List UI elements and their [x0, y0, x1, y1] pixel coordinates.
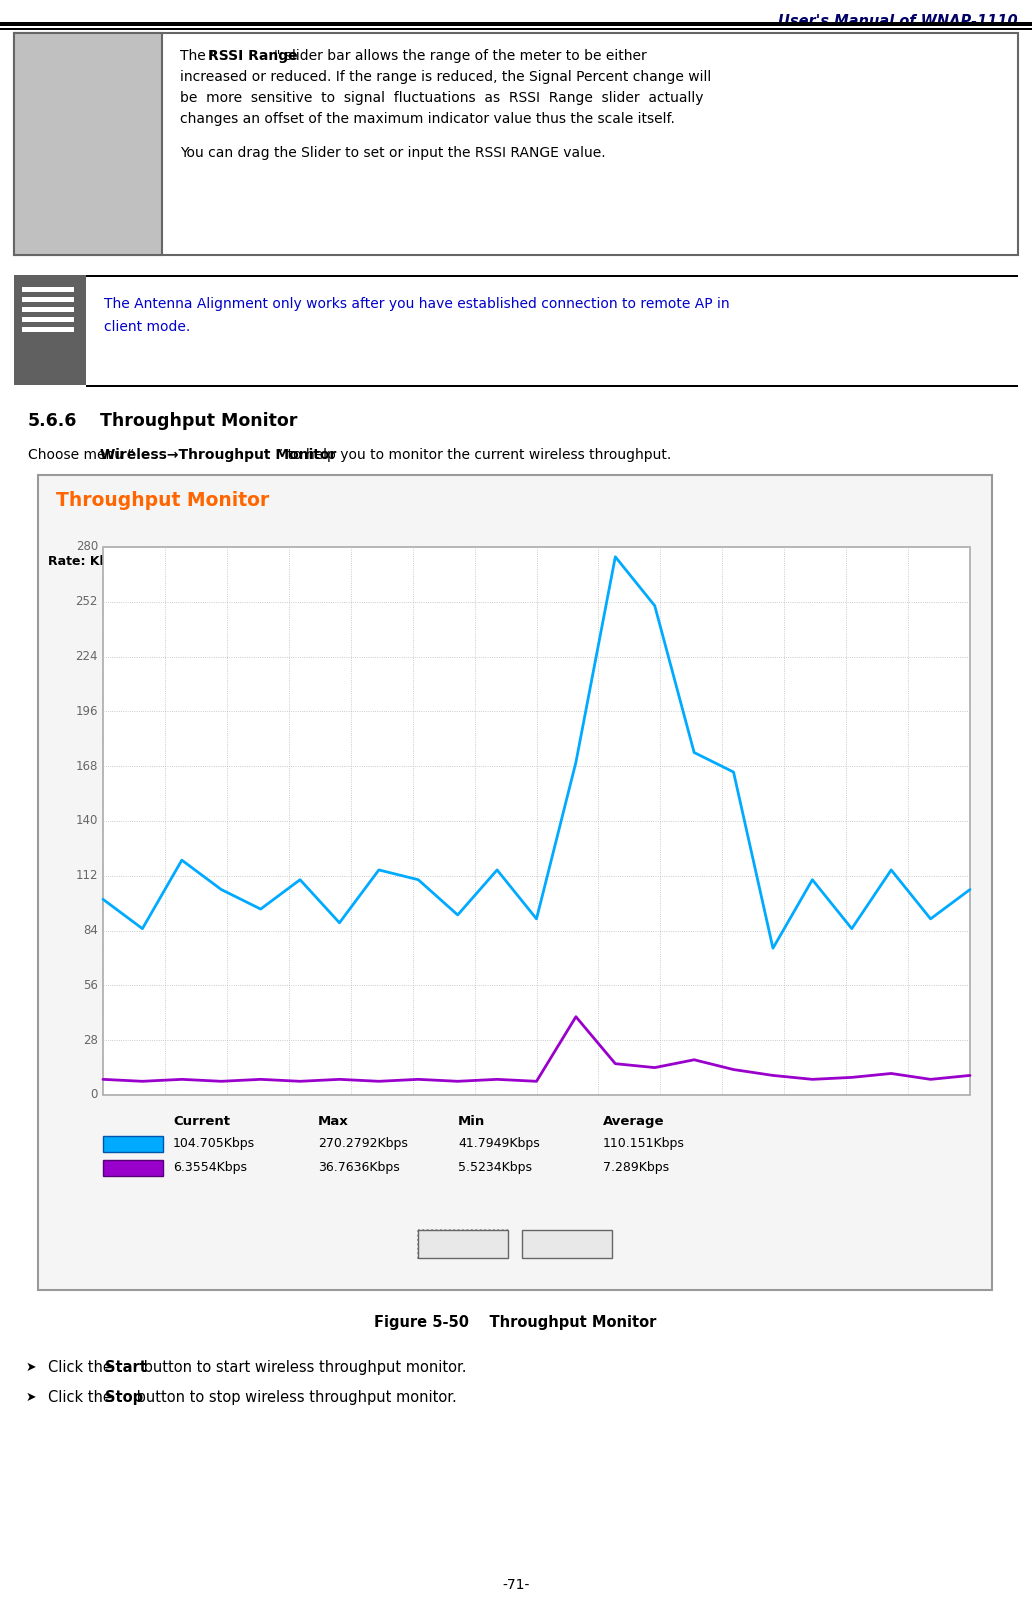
Text: Throughput Monitor: Throughput Monitor — [56, 491, 269, 510]
Bar — [22, 307, 74, 312]
Bar — [103, 1160, 163, 1176]
Text: ” to help you to monitor the current wireless throughput.: ” to help you to monitor the current wir… — [276, 447, 671, 462]
Bar — [0, 22, 1032, 26]
Text: 5.5234Kbps: 5.5234Kbps — [458, 1162, 533, 1175]
Text: 168: 168 — [75, 759, 98, 773]
Text: Click the: Click the — [49, 1360, 117, 1374]
Text: 84: 84 — [84, 924, 98, 936]
Text: Wireless→Throughput Monitor: Wireless→Throughput Monitor — [100, 447, 336, 462]
Bar — [38, 475, 992, 1290]
Bar — [14, 34, 162, 256]
Text: Rate: Kbps: Rate: Kbps — [49, 555, 125, 567]
Text: -71-: -71- — [503, 1577, 529, 1592]
Text: changes an offset of the maximum indicator value thus the scale itself.: changes an offset of the maximum indicat… — [180, 112, 675, 126]
Text: 140: 140 — [75, 815, 98, 828]
Text: button to stop wireless throughput monitor.: button to stop wireless throughput monit… — [132, 1390, 457, 1405]
Text: Receive: Receive — [108, 1163, 157, 1173]
Text: 56: 56 — [84, 980, 98, 992]
Text: 5.6.6: 5.6.6 — [28, 412, 77, 430]
Text: Start: Start — [444, 1237, 482, 1251]
Bar — [0, 29, 1032, 30]
Text: 104.705Kbps: 104.705Kbps — [173, 1138, 255, 1151]
Text: 270.2792Kbps: 270.2792Kbps — [318, 1138, 408, 1151]
Text: Note: Note — [33, 363, 67, 376]
Text: The Antenna Alignment only works after you have established connection to remote: The Antenna Alignment only works after y… — [104, 297, 730, 312]
Text: 7.289Kbps: 7.289Kbps — [603, 1162, 669, 1175]
Bar — [22, 297, 74, 302]
Text: ➤: ➤ — [26, 1361, 36, 1374]
Text: " slider bar allows the range of the meter to be either: " slider bar allows the range of the met… — [273, 50, 646, 62]
Text: 28: 28 — [84, 1034, 98, 1047]
Bar — [103, 547, 970, 1095]
Bar — [522, 1230, 612, 1258]
Text: 41.7949Kbps: 41.7949Kbps — [458, 1138, 540, 1151]
Text: 224: 224 — [75, 650, 98, 663]
Text: be  more  sensitive  to  signal  fluctuations  as  RSSI  Range  slider  actually: be more sensitive to signal fluctuations… — [180, 91, 704, 105]
Text: Figure 5-50    Throughput Monitor: Figure 5-50 Throughput Monitor — [374, 1315, 656, 1330]
Bar — [14, 275, 86, 385]
Text: client mode.: client mode. — [104, 320, 190, 334]
Bar — [22, 288, 74, 292]
Bar — [22, 316, 74, 323]
Text: Start: Start — [105, 1360, 147, 1374]
Text: Click the: Click the — [49, 1390, 117, 1405]
Text: 0: 0 — [91, 1088, 98, 1101]
Text: 280: 280 — [75, 540, 98, 553]
Bar — [418, 1230, 508, 1258]
Text: The ": The " — [180, 50, 217, 62]
Text: Current: Current — [173, 1115, 230, 1128]
Text: 252: 252 — [75, 596, 98, 609]
Text: 112: 112 — [75, 869, 98, 882]
Text: 36.7636Kbps: 36.7636Kbps — [318, 1162, 399, 1175]
Text: Run Time: 376 s: Run Time: 376 s — [867, 555, 962, 567]
Text: Stop: Stop — [550, 1237, 584, 1251]
Text: RSSI Range: RSSI Range — [207, 50, 297, 62]
Text: Stop: Stop — [105, 1390, 143, 1405]
Text: Throughput Monitor: Throughput Monitor — [100, 412, 297, 430]
Text: Choose menu “: Choose menu “ — [28, 447, 134, 462]
Bar — [14, 34, 1018, 256]
Bar — [22, 328, 74, 332]
Text: Average: Average — [603, 1115, 665, 1128]
Text: 196: 196 — [75, 705, 98, 718]
Text: 110.151Kbps: 110.151Kbps — [603, 1138, 685, 1151]
Text: Transmit: Transmit — [105, 1139, 160, 1149]
Bar — [103, 1136, 163, 1152]
Text: User's Manual of WNAP-1110: User's Manual of WNAP-1110 — [778, 14, 1018, 29]
Bar — [418, 1230, 508, 1258]
Text: Max: Max — [318, 1115, 349, 1128]
Text: You can drag the Slider to set or input the RSSI RANGE value.: You can drag the Slider to set or input … — [180, 145, 606, 160]
Text: Min: Min — [458, 1115, 485, 1128]
Text: ➤: ➤ — [26, 1390, 36, 1405]
Text: button to start wireless throughput monitor.: button to start wireless throughput moni… — [139, 1360, 466, 1374]
Text: RSSI RANGE: RSSI RANGE — [24, 53, 124, 69]
Text: increased or reduced. If the range is reduced, the Signal Percent change will: increased or reduced. If the range is re… — [180, 70, 711, 85]
Text: 6.3554Kbps: 6.3554Kbps — [173, 1162, 247, 1175]
